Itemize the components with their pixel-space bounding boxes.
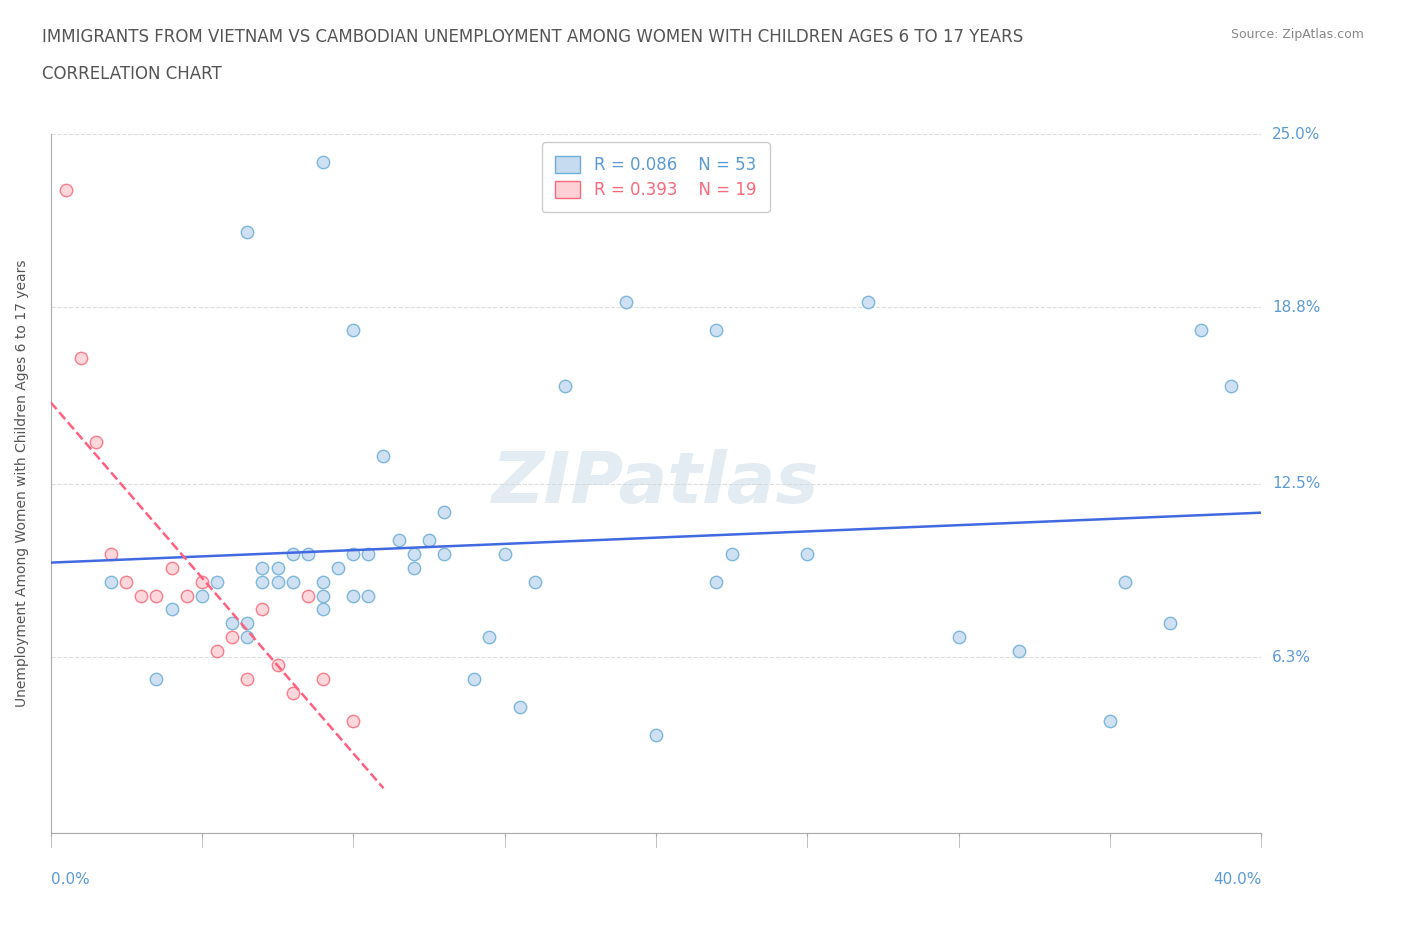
Text: IMMIGRANTS FROM VIETNAM VS CAMBODIAN UNEMPLOYMENT AMONG WOMEN WITH CHILDREN AGES: IMMIGRANTS FROM VIETNAM VS CAMBODIAN UNE… [42,28,1024,46]
Point [523,574,546,589]
Point [266,560,288,575]
Point [205,574,228,589]
Point [281,546,304,561]
Point [252,574,274,589]
Point [266,658,288,673]
Point [55,182,77,197]
Point [312,574,335,589]
Text: 6.3%: 6.3% [1272,649,1312,665]
Point [160,602,183,617]
Text: 0.0%: 0.0% [51,872,89,887]
Point [312,588,335,603]
Point [796,546,818,561]
Point [1189,323,1212,338]
Y-axis label: Unemployment Among Women with Children Ages 6 to 17 years: Unemployment Among Women with Children A… [15,259,30,708]
Point [281,686,304,701]
Point [160,560,183,575]
Point [402,546,425,561]
Point [706,574,728,589]
Point [100,546,122,561]
Point [69,351,91,365]
Point [342,323,364,338]
Point [644,728,666,743]
Point [236,224,259,239]
Point [115,574,138,589]
Point [205,644,228,658]
Point [1219,379,1241,393]
Point [373,448,395,463]
Text: CORRELATION CHART: CORRELATION CHART [42,65,222,83]
Text: 25.0%: 25.0% [1272,126,1320,141]
Point [100,574,122,589]
Text: ZIPatlas: ZIPatlas [492,449,820,518]
Text: Source: ZipAtlas.com: Source: ZipAtlas.com [1230,28,1364,41]
Point [342,714,364,729]
Point [236,616,259,631]
Text: 12.5%: 12.5% [1272,476,1320,491]
Point [131,588,153,603]
Point [948,630,970,644]
Point [281,574,304,589]
Point [266,574,288,589]
Point [236,672,259,687]
Point [1008,644,1031,658]
Text: 40.0%: 40.0% [1213,872,1261,887]
Point [342,546,364,561]
Point [478,630,501,644]
Legend: R = 0.086    N = 53, R = 0.393    N = 19: R = 0.086 N = 53, R = 0.393 N = 19 [543,142,769,212]
Point [856,295,879,310]
Point [176,588,198,603]
Point [433,504,456,519]
Point [387,532,409,547]
Point [252,560,274,575]
Point [252,602,274,617]
Point [312,602,335,617]
Point [326,560,349,575]
Point [221,630,243,644]
Point [509,700,531,715]
Point [1114,574,1136,589]
Point [614,295,637,310]
Point [494,546,516,561]
Point [402,560,425,575]
Point [312,672,335,687]
Text: 18.8%: 18.8% [1272,300,1320,315]
Point [191,574,214,589]
Point [418,532,440,547]
Point [1159,616,1181,631]
Point [463,672,485,687]
Point [145,588,167,603]
Point [297,588,319,603]
Point [720,546,742,561]
Point [433,546,456,561]
Point [236,630,259,644]
Point [706,323,728,338]
Point [191,588,214,603]
Point [312,154,335,169]
Point [357,588,380,603]
Point [342,588,364,603]
Point [357,546,380,561]
Point [84,434,107,449]
Point [1098,714,1121,729]
Point [297,546,319,561]
Point [145,672,167,687]
Point [221,616,243,631]
Point [554,379,576,393]
